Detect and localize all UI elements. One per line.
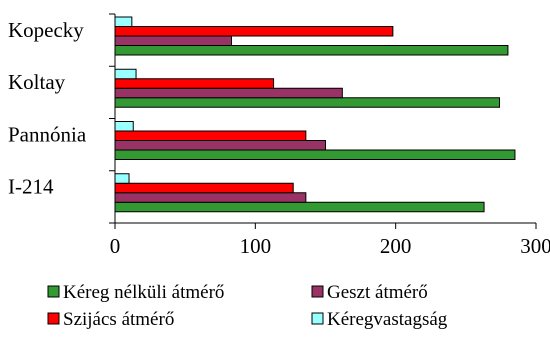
legend: Kéreg nélküli átmérő Geszt átmérő Szijács … xyxy=(47,282,448,330)
bar-4-4 xyxy=(114,16,133,27)
legend-swatch-3 xyxy=(47,312,60,325)
bar-1-3 xyxy=(114,97,501,108)
bar-3-1 xyxy=(114,182,294,194)
category-label-1: I-214 xyxy=(8,175,54,199)
bar-1-4 xyxy=(114,45,509,56)
legend-swatch-2 xyxy=(311,285,324,298)
legend-label-1: Kéreg nélküli átmérő xyxy=(63,282,224,303)
category-label-3: Koltay xyxy=(8,70,66,94)
bar-3-3 xyxy=(114,78,275,89)
bar-4-3 xyxy=(114,68,137,80)
legend-swatch-1 xyxy=(47,285,60,298)
bar-2-4 xyxy=(114,35,232,46)
bar-1-2 xyxy=(114,149,516,160)
x-tick-label-200: 200 xyxy=(380,234,412,258)
bar-2-1 xyxy=(114,192,307,203)
legend-label-3: Szijács átmérő xyxy=(63,309,174,330)
x-tick-labels: 0 100 200 300 xyxy=(110,223,550,258)
category-label-4: Kopecky xyxy=(8,18,84,42)
bar-3-2 xyxy=(114,130,307,141)
category-label-2: Pannónia xyxy=(8,122,87,146)
bar-4-1 xyxy=(114,173,130,184)
bar-2-3 xyxy=(114,87,343,99)
legend-label-4: Kéregvastagság xyxy=(327,309,448,330)
bar-1-1 xyxy=(114,201,485,213)
x-tick-label-100: 100 xyxy=(240,234,272,258)
legend-label-2: Geszt átmérő xyxy=(327,282,428,303)
legend-swatch-4 xyxy=(311,312,324,325)
x-tick-label-300: 300 xyxy=(520,234,550,258)
bar-group xyxy=(114,16,516,213)
category-labels: I-214 Pannónia Koltay Kopecky xyxy=(8,13,115,224)
x-tick-label-0: 0 xyxy=(110,234,121,258)
bar-3-4 xyxy=(114,26,394,37)
bar-2-2 xyxy=(114,140,326,151)
bar-4-2 xyxy=(114,121,134,132)
